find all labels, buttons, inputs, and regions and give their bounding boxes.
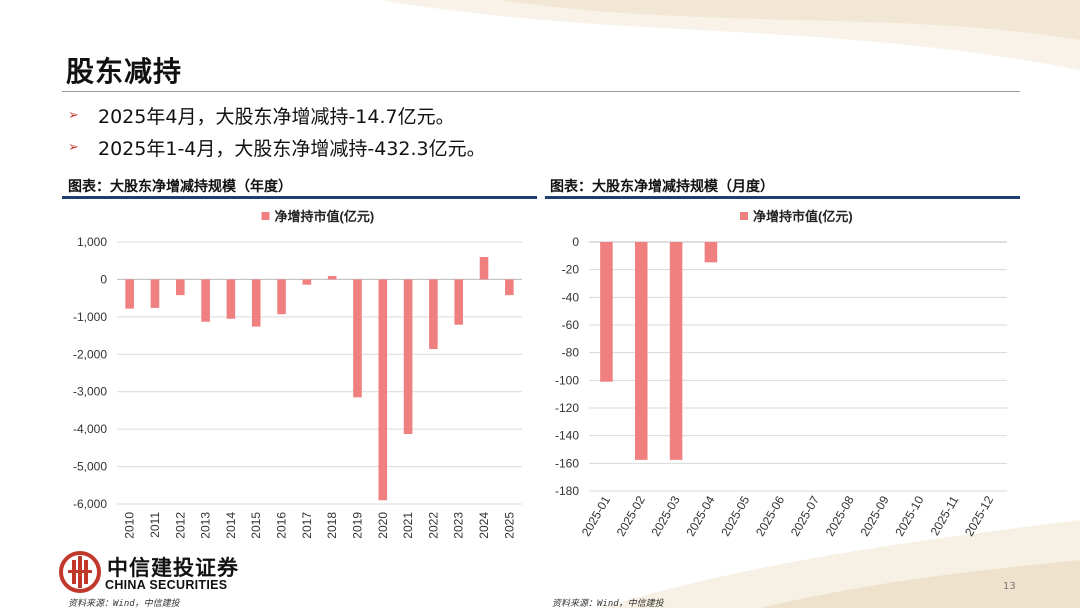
x-tick-label: 2025-05	[718, 493, 752, 538]
bar	[226, 279, 236, 319]
y-tick-label: 1,000	[77, 235, 107, 249]
x-tick-label: 2025-10	[892, 493, 926, 538]
bar	[201, 279, 210, 322]
page-number: 13	[1003, 581, 1016, 592]
logo-name-cn: 中信建投证券	[107, 556, 239, 580]
y-tick-label: -20	[562, 263, 580, 277]
x-tick-label: 2025-02	[614, 493, 648, 538]
bar	[302, 279, 312, 285]
bar	[150, 279, 160, 308]
bullet-arrow-icon: ➢	[68, 107, 79, 123]
x-tick-label: 2018	[325, 512, 339, 539]
y-tick-label: -4,000	[73, 422, 107, 436]
bullet-item: ➢ 2025年1-4月，大股东净增减持-432.3亿元。	[68, 131, 486, 163]
x-tick-label: 2010	[123, 512, 137, 539]
title-divider	[62, 91, 1020, 92]
chart-caption-annual: 图表：大股东净增减持规模（年度）	[68, 179, 292, 195]
y-tick-label: -180	[555, 484, 579, 498]
x-tick-label: 2014	[224, 512, 238, 539]
bar	[429, 279, 438, 350]
x-tick-label: 2025-09	[858, 493, 892, 538]
x-tick-label: 2025-01	[579, 493, 613, 538]
bar	[634, 242, 648, 460]
x-tick-label: 2025-07	[788, 493, 822, 538]
x-tick-label: 2021	[401, 512, 415, 539]
chart-caption-monthly: 图表：大股东净增减持规模（月度）	[550, 179, 774, 195]
legend-swatch	[740, 212, 748, 220]
annual-bar-chart: 净增持市值(亿元) 1,000 0 -1,000 -2,000 -3,000 -4,000 -…	[73, 209, 522, 539]
x-tick-label: 2022	[426, 512, 440, 539]
bar	[378, 279, 388, 501]
y-tick-label: -40	[562, 290, 580, 304]
bar	[251, 279, 261, 327]
x-tick-label: 2017	[300, 512, 314, 539]
x-tick-label: 2015	[249, 512, 263, 539]
x-tick-label: 2020	[376, 512, 390, 539]
x-tick-label: 2019	[350, 512, 364, 539]
x-tick-label: 2011	[148, 512, 162, 538]
x-tick-label: 2012	[173, 512, 187, 539]
bar	[125, 279, 134, 309]
y-tick-label: -1,000	[73, 310, 107, 324]
bar	[403, 279, 413, 435]
bar	[454, 279, 464, 325]
x-tick-label: 2025-11	[928, 493, 962, 538]
legend-swatch	[261, 212, 270, 220]
x-tick-label: 2025-06	[753, 493, 787, 538]
x-tick-label: 2013	[199, 512, 213, 539]
y-tick-label: -80	[562, 346, 580, 360]
y-tick-label: 0	[572, 235, 579, 249]
page-title: 股东减持	[66, 55, 183, 88]
source-note-annual: 资料来源：Wind，中信建投	[68, 599, 180, 609]
monthly-bar-chart: 净增持市值(亿元) 0 -20 -40 -60 -80 -100 -120 -140 -160 -1…	[555, 209, 1007, 539]
bar	[175, 279, 185, 296]
bar	[353, 279, 362, 398]
bar	[277, 279, 286, 315]
chart-divider-monthly	[545, 196, 1020, 199]
bullet-text: 2025年4月，大股东净增减持-14.7亿元。	[98, 105, 455, 128]
x-tick-label: 2023	[452, 512, 466, 539]
bar	[669, 242, 683, 460]
y-tick-label: -2,000	[73, 347, 107, 361]
y-tick-label: -140	[555, 429, 579, 443]
bullet-arrow-icon: ➢	[68, 139, 79, 155]
y-tick-label: -3,000	[73, 385, 107, 399]
y-tick-label: -160	[555, 456, 579, 470]
x-tick-label: 2025-03	[649, 493, 683, 538]
bar	[327, 276, 337, 280]
legend-label: 净增持市值(亿元)	[753, 209, 853, 224]
x-tick-label: 2016	[275, 512, 289, 539]
legend-label: 净增持市值(亿元)	[275, 209, 375, 224]
china-securities-logo	[59, 551, 101, 593]
bullet-text: 2025年1-4月，大股东净增减持-432.3亿元。	[98, 137, 486, 160]
y-tick-label: -5,000	[73, 460, 107, 474]
y-tick-label: -120	[555, 401, 579, 415]
x-tick-label: 2024	[477, 512, 491, 539]
bullet-list: ➢ 2025年4月，大股东净增减持-14.7亿元。 ➢ 2025年1-4月，大股…	[68, 99, 486, 163]
x-tick-label: 2025-04	[683, 493, 717, 538]
y-tick-label: -6,000	[73, 497, 107, 511]
bar	[479, 256, 489, 280]
bar	[600, 242, 613, 382]
logo-name-en: CHINA SECURITIES	[105, 578, 228, 592]
bullet-item: ➢ 2025年4月，大股东净增减持-14.7亿元。	[68, 99, 486, 131]
y-tick-label: 0	[100, 272, 107, 286]
x-tick-label: 2025-12	[962, 493, 996, 538]
y-tick-label: -60	[562, 318, 580, 332]
bar	[704, 242, 718, 263]
bar	[505, 279, 514, 296]
x-tick-label: 2025-08	[823, 493, 857, 538]
x-tick-label: 2025	[502, 512, 516, 539]
source-note-monthly: 资料来源：Wind，中信建投	[552, 599, 664, 609]
y-tick-label: -100	[555, 373, 579, 387]
chart-divider-annual	[62, 196, 537, 199]
